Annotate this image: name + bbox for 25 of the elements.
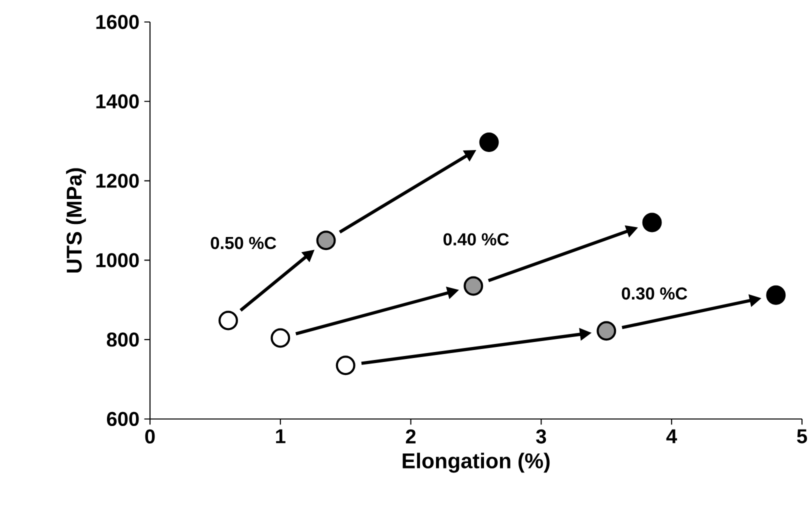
y-tick-label: 1000 (96, 253, 139, 268)
annotation: 0.30 %C (622, 287, 688, 300)
x-tick-label: 4 (666, 429, 678, 444)
annotation: 0.50 %C (210, 236, 276, 250)
point (218, 310, 238, 330)
x-tick-label: 3 (536, 429, 546, 444)
y-tick-label: 1200 (96, 174, 139, 188)
point (270, 328, 290, 348)
x-tick-label: 5 (797, 429, 807, 444)
x-tick-label: 1 (276, 429, 286, 444)
point (464, 276, 484, 296)
y-tick-label: 1600 (96, 14, 139, 30)
point (336, 356, 356, 376)
point (642, 212, 662, 232)
point (479, 132, 499, 152)
point (596, 321, 616, 341)
y-axis-title: UTS (MPa) (66, 168, 86, 273)
annotation: 0.40 %C (444, 233, 509, 246)
x-axis-title: Elongation (%) (402, 452, 550, 473)
y-tick-label: 800 (106, 332, 139, 347)
y-tick-label: 600 (106, 412, 139, 426)
point (316, 230, 336, 250)
x-tick-label: 2 (406, 429, 416, 444)
x-tick-label: 0 (145, 429, 155, 444)
y-tick-label: 1400 (96, 94, 139, 108)
